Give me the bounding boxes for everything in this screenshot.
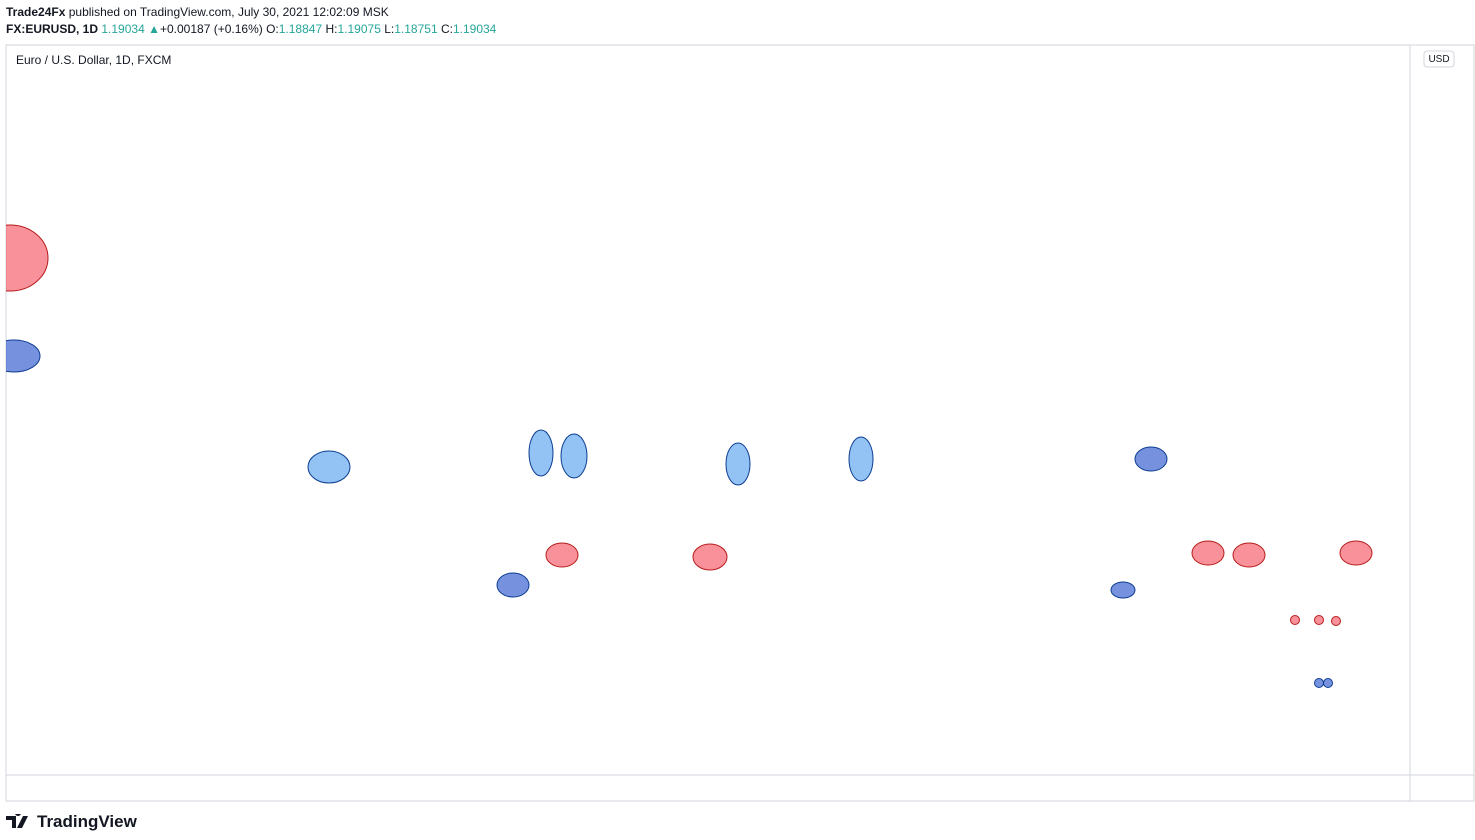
zone [6, 224, 49, 292]
zone [6, 339, 41, 373]
zone [692, 543, 728, 571]
zone [1290, 615, 1300, 625]
zone [1232, 542, 1266, 568]
symbol: FX:EURUSD, 1D [6, 22, 99, 36]
zone [528, 429, 554, 477]
chart: Euro / U.S. Dollar, 1D, FXCM USD [5, 44, 1475, 802]
ohlc-value: 1.19075 [337, 22, 381, 36]
symbol-line: FX:EURUSD, 1D 1.19034 ▲+0.00187 (+0.16%)… [6, 22, 496, 36]
zone [1134, 446, 1168, 472]
ohlc-value: 1.19034 [452, 22, 497, 36]
ohlc-label: C: [440, 22, 453, 36]
price: 1.19034 [101, 22, 145, 36]
ohlc-label: H: [325, 22, 338, 36]
zone [1314, 615, 1324, 625]
zone [496, 572, 530, 598]
author: Trade24Fx [6, 5, 66, 19]
zone [1331, 616, 1341, 626]
ohlc-value: 1.18847 [278, 22, 323, 36]
change: +0.00187 (+0.16%) [159, 22, 263, 36]
zone [307, 450, 351, 484]
ohlc-label: L: [384, 22, 395, 36]
zone [545, 542, 579, 568]
frame [5, 44, 1475, 802]
zone [1110, 581, 1136, 599]
zone [1314, 678, 1324, 688]
currency: USD [1428, 54, 1449, 65]
ohlc-label: O: [266, 22, 279, 36]
ohlc-value: 1.18751 [394, 22, 438, 36]
zone [1323, 678, 1333, 688]
zone [725, 442, 751, 486]
zone [560, 433, 588, 479]
zone [848, 436, 874, 482]
footer: TradingView [6, 812, 137, 832]
brand: TradingView [37, 812, 137, 831]
zone [1191, 540, 1225, 566]
published: published on TradingView.com, July 30, 2… [68, 5, 389, 19]
zone [1339, 540, 1373, 566]
arrow: ▲ [148, 22, 160, 36]
annotations [6, 224, 1373, 688]
publish-line: Trade24Fx published on TradingView.com, … [6, 5, 389, 19]
ohlc: O:1.18847 H:1.19075 L:1.18751 C:1.19034 [266, 22, 496, 36]
logo [6, 814, 28, 828]
pane-title: Euro / U.S. Dollar, 1D, FXCM [16, 53, 171, 67]
currency-box [1423, 50, 1455, 68]
